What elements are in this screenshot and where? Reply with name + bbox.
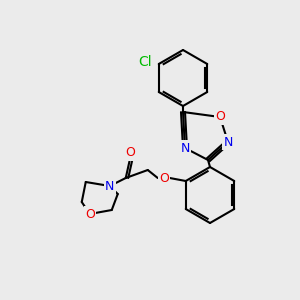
- Text: O: O: [85, 208, 95, 220]
- Text: Cl: Cl: [138, 55, 152, 69]
- Text: O: O: [215, 110, 225, 124]
- Text: N: N: [180, 142, 190, 154]
- Text: N: N: [223, 136, 233, 148]
- Text: N: N: [105, 179, 114, 193]
- Text: O: O: [125, 146, 135, 160]
- Text: O: O: [159, 172, 169, 184]
